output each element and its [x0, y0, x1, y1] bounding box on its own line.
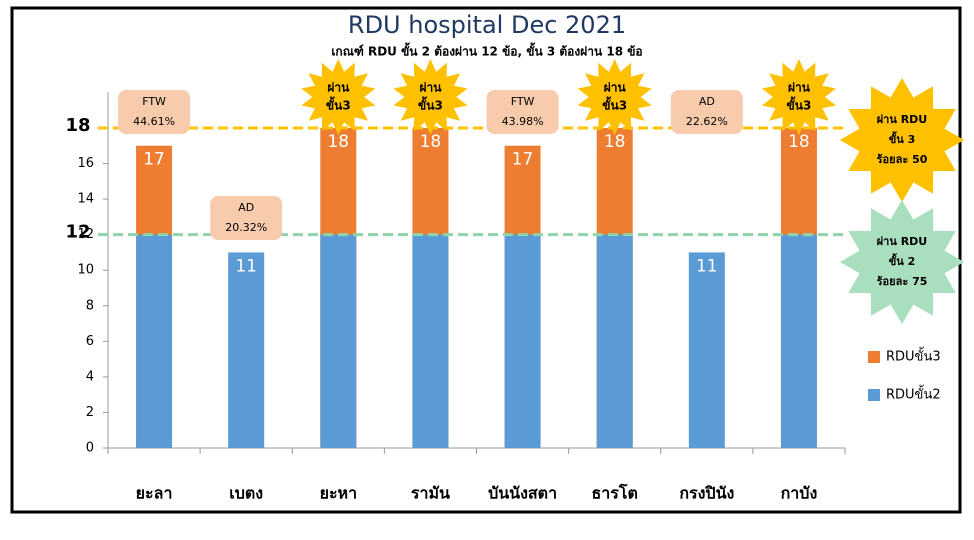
- chart: RDU hospital Dec 2021 เกณฑ์ RDU ขั้น 2 ต…: [0, 0, 974, 536]
- chart-title: RDU hospital Dec 2021: [348, 11, 626, 39]
- bar: [136, 235, 172, 448]
- bar: [689, 252, 725, 448]
- note-text: 22.62%: [686, 115, 728, 128]
- bar: [597, 235, 633, 448]
- note-text: FTW: [511, 95, 535, 108]
- data-label: 17: [512, 150, 534, 170]
- reference-label: 18: [65, 115, 90, 136]
- x-tick-label: ธารโต: [592, 483, 638, 503]
- note-text: AD: [699, 95, 715, 108]
- data-label: 18: [420, 132, 442, 152]
- bar: [412, 235, 448, 448]
- note-text: AD: [238, 201, 254, 214]
- x-tick-label: กาบัง: [781, 484, 818, 503]
- legend-label: RDUขั้น3: [886, 347, 941, 365]
- y-tick-label: 16: [77, 156, 94, 171]
- data-label: 11: [235, 256, 257, 276]
- note-text: FTW: [142, 95, 166, 108]
- legend-swatch: [868, 351, 880, 363]
- x-tick-label: ยะหา: [320, 484, 358, 503]
- legend-swatch: [868, 389, 880, 401]
- note-text: ผ่าน: [327, 81, 350, 95]
- side-text: ขั้น 3: [889, 131, 916, 146]
- data-label: 18: [788, 132, 810, 152]
- y-tick-label: 0: [86, 441, 94, 456]
- x-tick-label: ยะลา: [136, 484, 173, 503]
- note-text: 20.32%: [225, 221, 267, 234]
- chart-subtitle: เกณฑ์ RDU ขั้น 2 ต้องผ่าน 12 ข้อ, ขั้น 3…: [331, 42, 642, 59]
- bar: [781, 235, 817, 448]
- bar: [228, 252, 264, 448]
- side-text: ร้อยละ 50: [877, 153, 928, 166]
- y-tick-label: 6: [86, 334, 94, 349]
- bar: [505, 235, 541, 448]
- note-text: ขั้น3: [418, 96, 443, 113]
- y-tick-label: 8: [86, 298, 94, 313]
- y-tick-label: 10: [77, 263, 94, 278]
- x-tick-label: เบตง: [229, 484, 263, 503]
- y-tick-label: 14: [77, 192, 94, 207]
- bar: [320, 235, 356, 448]
- y-tick-label: 4: [86, 369, 94, 384]
- legend-label: RDUขั้น2: [886, 385, 941, 403]
- note-text: 43.98%: [502, 115, 544, 128]
- note-text: ขั้น3: [326, 96, 351, 113]
- note-text: ผ่าน: [419, 81, 442, 95]
- data-label: 11: [696, 256, 718, 276]
- x-tick-label: รามัน: [411, 484, 450, 503]
- note-text: 44.61%: [133, 115, 175, 128]
- reference-label: 12: [65, 222, 90, 243]
- side-text: ผ่าน RDU: [877, 113, 928, 126]
- note-text: ผ่าน: [604, 81, 627, 95]
- note-text: ขั้น3: [787, 96, 812, 113]
- data-label: 17: [143, 150, 165, 170]
- side-text: ผ่าน RDU: [877, 235, 928, 248]
- x-tick-label: กรงปินัง: [679, 484, 734, 503]
- side-text: ร้อยละ 75: [877, 275, 928, 288]
- note-text: ขั้น3: [602, 96, 627, 113]
- note-text: ผ่าน: [788, 81, 811, 95]
- side-text: ขั้น 2: [889, 253, 916, 268]
- x-tick-label: บันนังสตา: [488, 484, 557, 503]
- y-tick-label: 2: [86, 405, 94, 420]
